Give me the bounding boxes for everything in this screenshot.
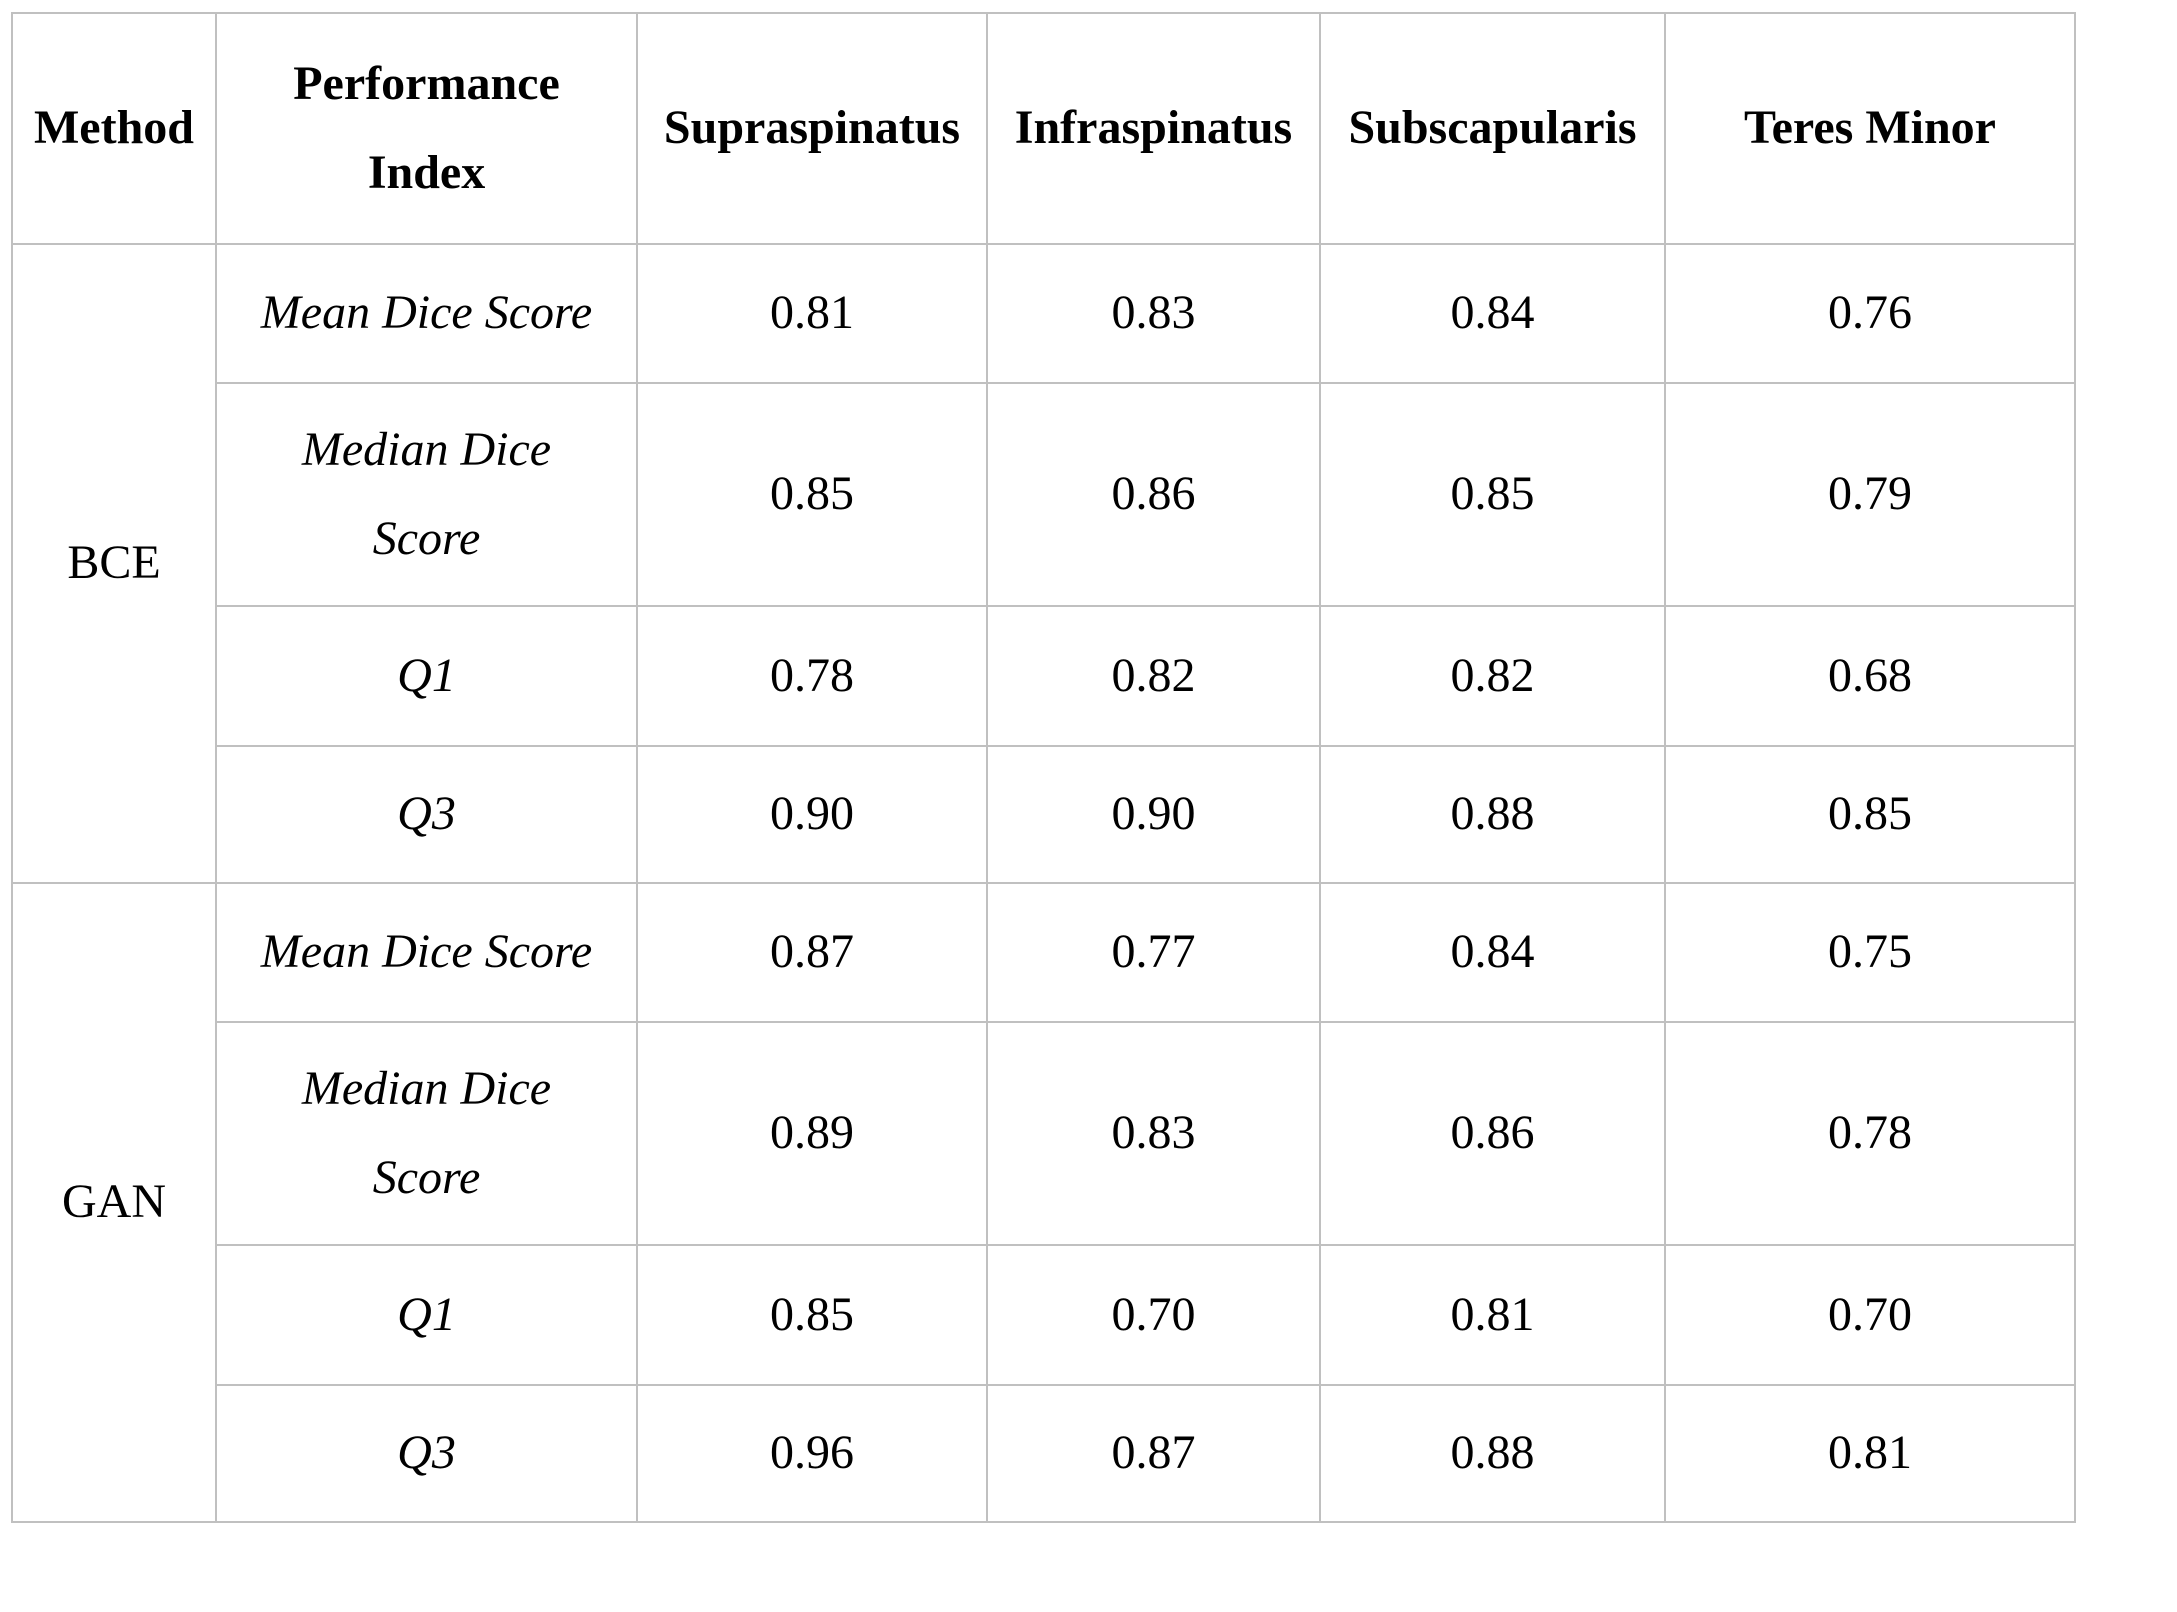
value-cell: 0.78	[636, 605, 988, 747]
value-cell: 0.75	[1664, 882, 2076, 1023]
value-cell: 0.77	[986, 882, 1321, 1023]
value-cell: 0.81	[1664, 1384, 2076, 1523]
value-cell: 0.96	[636, 1384, 988, 1523]
value-cell: 0.70	[1664, 1244, 2076, 1386]
results-table: Method Performance Index Supraspinatus I…	[11, 12, 2076, 1523]
value-cell: 0.81	[1319, 1244, 1666, 1386]
table-row-gan-median: Median Dice Score 0.89 0.83 0.86 0.78	[12, 1021, 2076, 1246]
method-cell-gan: GAN	[11, 882, 217, 1523]
value-cell: 0.87	[986, 1384, 1321, 1523]
row-label-cell: Median Dice Score	[215, 382, 638, 607]
value-cell: 0.84	[1319, 882, 1666, 1023]
value-cell: 0.85	[1319, 382, 1666, 607]
row-label-cell: Q3	[215, 745, 638, 884]
method-cell-bce: BCE	[11, 243, 217, 884]
row-label-cell: Q3	[215, 1384, 638, 1523]
value-cell: 0.88	[1319, 1384, 1666, 1523]
table-row-bce-mean: BCE Mean Dice Score 0.81 0.83 0.84 0.76	[11, 243, 2076, 884]
header-performance-index: Performance Index	[215, 12, 638, 245]
row-label-cell: Q1	[215, 605, 638, 747]
value-cell: 0.78	[1664, 1021, 2076, 1246]
row-label-cell: Mean Dice Score	[215, 882, 638, 1023]
row-label-cell: Median Dice Score	[215, 1021, 638, 1246]
table-row-gan-mean: GAN Mean Dice Score 0.87 0.77 0.84 0.75	[11, 882, 2076, 1523]
header-teres-minor: Teres Minor	[1664, 12, 2076, 245]
header-supraspinatus: Supraspinatus	[636, 12, 988, 245]
header-row: Method Performance Index Supraspinatus I…	[11, 12, 2076, 245]
value-cell: 0.89	[636, 1021, 988, 1246]
header-subscapularis: Subscapularis	[1319, 12, 1666, 245]
header-method: Method	[11, 12, 217, 245]
value-cell: 0.83	[986, 1021, 1321, 1246]
value-cell: 0.85	[1664, 745, 2076, 884]
value-cell: 0.82	[1319, 605, 1666, 747]
value-cell: 0.88	[1319, 745, 1666, 884]
value-cell: 0.81	[636, 243, 988, 384]
value-cell: 0.79	[1664, 382, 2076, 607]
value-cell: 0.68	[1664, 605, 2076, 747]
value-cell: 0.86	[1319, 1021, 1666, 1246]
row-label-cell: Q1	[215, 1244, 638, 1386]
table-row-bce-q1: Q1 0.78 0.82 0.82 0.68	[12, 605, 2076, 747]
value-cell: 0.86	[986, 382, 1321, 607]
table-row-gan-q3: Q3 0.96 0.87 0.88 0.81	[12, 1384, 2076, 1523]
header-infraspinatus: Infraspinatus	[986, 12, 1321, 245]
value-cell: 0.85	[636, 382, 988, 607]
value-cell: 0.87	[636, 882, 988, 1023]
value-cell: 0.82	[986, 605, 1321, 747]
table-row-gan-q1: Q1 0.85 0.70 0.81 0.70	[12, 1244, 2076, 1386]
value-cell: 0.90	[986, 745, 1321, 884]
table-row-bce-q3: Q3 0.90 0.90 0.88 0.85	[12, 745, 2076, 884]
row-label-cell: Mean Dice Score	[215, 243, 638, 384]
value-cell: 0.76	[1664, 243, 2076, 384]
value-cell: 0.84	[1319, 243, 1666, 384]
value-cell: 0.85	[636, 1244, 988, 1386]
value-cell: 0.70	[986, 1244, 1321, 1386]
table-row-bce-median: Median Dice Score 0.85 0.86 0.85 0.79	[12, 382, 2076, 607]
value-cell: 0.90	[636, 745, 988, 884]
value-cell: 0.83	[986, 243, 1321, 384]
